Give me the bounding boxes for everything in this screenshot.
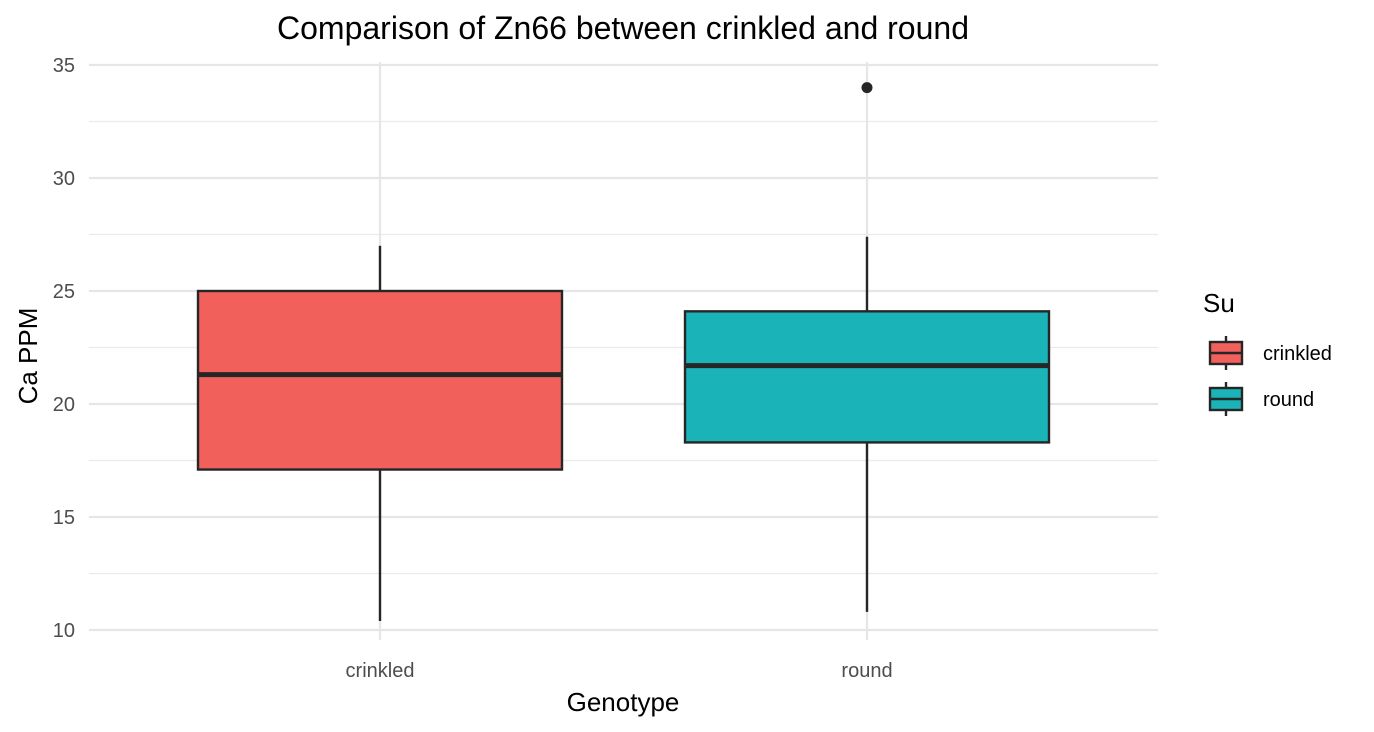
- box-round: [683, 82, 1051, 612]
- y-tick-label: 15: [53, 507, 75, 529]
- legend-label: crinkled: [1263, 343, 1332, 365]
- y-axis-ticks: 10 15 20 25 30 35: [53, 55, 75, 642]
- chart-title: Comparison of Zn66 between crinkled and …: [277, 10, 969, 46]
- legend-title: Su: [1203, 288, 1235, 318]
- y-tick-label: 20: [53, 394, 75, 416]
- y-tick-label: 10: [53, 620, 75, 642]
- x-axis-ticks: crinkled round: [346, 660, 893, 682]
- y-tick-label: 30: [53, 168, 75, 190]
- box-body: [683, 310, 1051, 444]
- y-tick-label: 25: [53, 281, 75, 303]
- outlier-point: [861, 82, 873, 94]
- legend: Su crinkled round: [1203, 288, 1332, 416]
- y-axis-title: Ca PPM: [13, 308, 43, 405]
- boxes: [196, 82, 1051, 621]
- x-tick-label: crinkled: [346, 660, 415, 682]
- box-body: [196, 289, 564, 471]
- x-axis-title: Genotype: [567, 687, 680, 717]
- x-tick-label: round: [841, 660, 892, 682]
- legend-label: round: [1263, 389, 1314, 411]
- y-tick-label: 35: [53, 55, 75, 77]
- box-crinkled: [196, 245, 564, 621]
